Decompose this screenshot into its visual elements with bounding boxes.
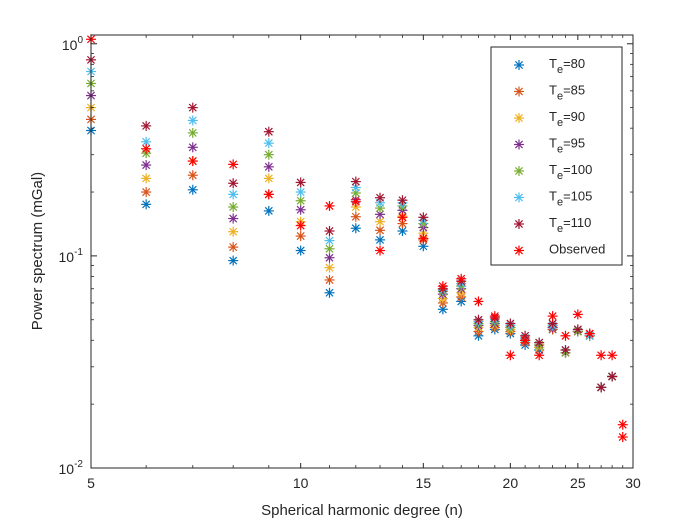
data-point-series-3	[325, 253, 335, 263]
data-point-series-6	[228, 178, 238, 188]
data-point-series-3	[141, 160, 151, 170]
data-point-series-2	[325, 263, 335, 273]
data-point-series-0	[351, 223, 361, 233]
data-point-series-6	[561, 345, 571, 355]
data-point-series-1	[351, 212, 361, 222]
data-point-series-1	[325, 275, 335, 285]
legend: Te=80 Te=85 Te=90 Te=95 Te=100 Te=105 Te=110 Ob…	[491, 47, 622, 265]
data-point-series-7	[607, 350, 617, 360]
data-point-series-4	[228, 202, 238, 212]
data-point-series-6	[296, 177, 306, 187]
data-point-series-3	[264, 162, 274, 172]
data-point-series-6	[473, 315, 483, 325]
data-point-series-3	[296, 205, 306, 215]
data-point-series-0	[228, 256, 238, 266]
data-point-series-6	[325, 226, 335, 236]
data-point-series-5	[228, 189, 238, 199]
x-tick-label: 15	[416, 475, 432, 491]
data-point-series-7	[505, 350, 515, 360]
data-point-series-4	[296, 196, 306, 206]
data-point-series-6	[188, 103, 198, 113]
data-point-series-7	[397, 212, 407, 222]
data-point-series-3	[188, 142, 198, 152]
data-point-series-7	[534, 350, 544, 360]
data-point-series-2	[264, 173, 274, 183]
data-point-series-0	[375, 235, 385, 245]
data-point-series-7	[418, 233, 428, 243]
legend-marker	[514, 246, 524, 256]
data-point-series-7	[456, 274, 466, 284]
data-point-series-2	[141, 173, 151, 183]
data-point-series-0	[141, 199, 151, 209]
data-point-series-7	[585, 329, 595, 339]
data-point-series-5	[264, 138, 274, 148]
legend-marker	[514, 87, 524, 97]
x-axis-title: Spherical harmonic degree (n)	[261, 502, 463, 519]
data-point-series-7	[264, 189, 274, 199]
data-point-series-7	[548, 311, 558, 321]
data-point-series-7	[351, 197, 361, 207]
data-point-series-7	[228, 159, 238, 169]
data-point-series-6	[141, 121, 151, 131]
legend-marker	[514, 113, 524, 123]
data-point-series-1	[375, 225, 385, 235]
data-point-series-7	[473, 296, 483, 306]
data-point-series-7	[618, 432, 628, 442]
data-point-series-5	[325, 236, 335, 246]
data-point-series-6	[264, 127, 274, 137]
data-point-series-0	[264, 206, 274, 216]
data-point-series-4	[264, 150, 274, 160]
data-point-series-6	[375, 193, 385, 203]
y-tick-label: 10-2	[59, 459, 84, 477]
data-point-series-1	[188, 170, 198, 180]
data-point-series-4	[188, 128, 198, 138]
x-tick-label: 25	[570, 475, 586, 491]
data-point-series-6	[397, 195, 407, 205]
data-point-series-7	[438, 281, 448, 291]
data-point-series-0	[325, 288, 335, 298]
x-tick-label: 10	[293, 475, 309, 491]
y-axis-title: Power spectrum (mGal)	[29, 172, 46, 330]
data-point-series-7	[520, 335, 530, 345]
data-point-series-6	[607, 372, 617, 382]
data-point-series-7	[596, 350, 606, 360]
data-point-series-7	[618, 420, 628, 430]
data-point-series-5	[296, 187, 306, 197]
data-point-series-6	[534, 338, 544, 348]
y-tick-label: 100	[62, 35, 84, 53]
y-tick-label: 10-1	[59, 247, 84, 265]
data-point-series-5	[188, 115, 198, 125]
data-point-series-0	[296, 246, 306, 256]
legend-label: Observed	[549, 242, 605, 257]
data-point-series-6	[505, 319, 515, 329]
x-tick-label: 30	[625, 475, 641, 491]
data-point-series-7	[141, 144, 151, 154]
data-point-series-0	[188, 185, 198, 195]
legend-marker	[514, 193, 524, 203]
data-point-series-1	[228, 242, 238, 252]
data-point-series-6	[573, 324, 583, 334]
data-point-series-6	[596, 382, 606, 392]
legend-marker	[514, 140, 524, 150]
data-point-series-7	[325, 201, 335, 211]
x-tick-label: 5	[87, 475, 95, 491]
legend-marker	[514, 60, 524, 70]
data-point-series-6	[351, 177, 361, 187]
data-point-series-7	[490, 311, 500, 321]
data-point-series-7	[188, 156, 198, 166]
x-tick-label: 20	[503, 475, 519, 491]
data-point-series-3	[228, 214, 238, 224]
data-point-series-7	[375, 246, 385, 256]
data-point-series-6	[418, 212, 428, 222]
data-point-series-2	[228, 227, 238, 237]
data-point-series-1	[296, 231, 306, 241]
data-point-series-1	[141, 187, 151, 197]
data-point-series-7	[573, 309, 583, 319]
legend-marker	[514, 166, 524, 176]
data-point-series-7	[296, 221, 306, 231]
legend-marker	[514, 219, 524, 229]
data-point-series-7	[561, 331, 571, 341]
